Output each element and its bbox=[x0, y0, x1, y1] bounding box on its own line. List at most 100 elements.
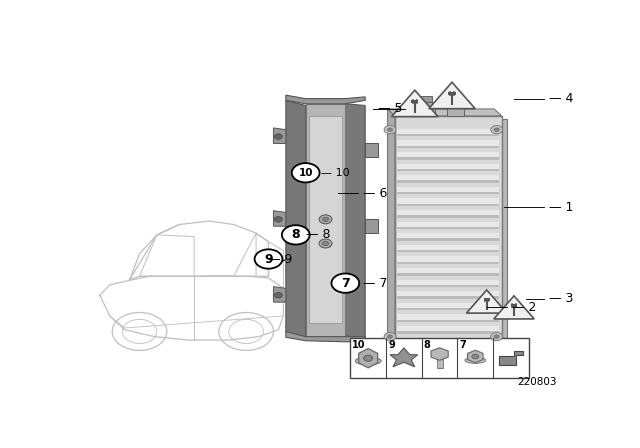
Text: — 3: — 3 bbox=[548, 292, 573, 305]
Bar bbox=[511, 304, 517, 307]
Bar bbox=[397, 169, 499, 171]
Polygon shape bbox=[346, 104, 365, 338]
Bar bbox=[397, 296, 499, 299]
Polygon shape bbox=[467, 290, 507, 313]
Bar bbox=[397, 233, 499, 239]
Bar bbox=[397, 291, 499, 297]
Polygon shape bbox=[273, 211, 286, 226]
Bar bbox=[397, 164, 499, 169]
Text: 8: 8 bbox=[424, 340, 431, 350]
Bar bbox=[397, 319, 499, 322]
Bar bbox=[397, 285, 499, 287]
Bar bbox=[436, 356, 443, 368]
Bar bbox=[397, 129, 499, 134]
Bar bbox=[397, 326, 499, 332]
Text: — 4: — 4 bbox=[548, 92, 573, 105]
Bar bbox=[397, 273, 499, 276]
Polygon shape bbox=[388, 109, 395, 340]
Bar bbox=[397, 303, 499, 308]
Bar bbox=[397, 187, 499, 192]
Text: — 2: — 2 bbox=[511, 301, 536, 314]
Bar bbox=[350, 338, 529, 378]
Circle shape bbox=[384, 125, 396, 134]
Bar bbox=[397, 134, 499, 137]
Bar bbox=[397, 210, 499, 215]
Circle shape bbox=[388, 335, 392, 338]
Circle shape bbox=[319, 215, 332, 224]
Circle shape bbox=[323, 241, 328, 246]
Bar bbox=[397, 238, 499, 241]
Polygon shape bbox=[494, 296, 534, 319]
Circle shape bbox=[384, 332, 396, 341]
Circle shape bbox=[332, 273, 359, 293]
Bar bbox=[420, 96, 432, 102]
Text: — 6: — 6 bbox=[363, 187, 387, 200]
Polygon shape bbox=[468, 350, 483, 363]
Bar bbox=[397, 192, 499, 194]
Polygon shape bbox=[365, 220, 378, 233]
Polygon shape bbox=[429, 82, 475, 109]
Polygon shape bbox=[273, 287, 286, 302]
Polygon shape bbox=[499, 351, 524, 365]
Circle shape bbox=[275, 293, 282, 298]
Bar bbox=[397, 140, 499, 146]
Circle shape bbox=[494, 335, 499, 338]
Text: 9: 9 bbox=[264, 253, 273, 266]
Circle shape bbox=[491, 332, 502, 341]
Bar bbox=[397, 157, 499, 159]
Text: — 1: — 1 bbox=[548, 201, 573, 214]
Bar bbox=[397, 146, 499, 148]
Bar bbox=[397, 198, 499, 204]
Polygon shape bbox=[388, 109, 502, 116]
Bar bbox=[397, 250, 499, 252]
Bar bbox=[397, 222, 499, 227]
Text: 10: 10 bbox=[352, 340, 366, 350]
Bar bbox=[397, 280, 499, 285]
Bar bbox=[397, 245, 499, 250]
Circle shape bbox=[275, 216, 282, 222]
Circle shape bbox=[292, 163, 319, 182]
Bar bbox=[448, 91, 456, 95]
Text: 10: 10 bbox=[298, 168, 313, 178]
Text: — 8: — 8 bbox=[306, 228, 330, 241]
Text: — 5: — 5 bbox=[378, 103, 402, 116]
Bar bbox=[397, 215, 499, 218]
Bar bbox=[417, 102, 435, 116]
Polygon shape bbox=[306, 104, 346, 338]
Bar bbox=[397, 308, 499, 310]
Circle shape bbox=[491, 125, 502, 134]
Bar bbox=[397, 256, 499, 262]
Circle shape bbox=[364, 355, 372, 361]
Circle shape bbox=[472, 354, 479, 359]
Text: — 7: — 7 bbox=[363, 277, 387, 290]
Polygon shape bbox=[365, 143, 378, 157]
Bar bbox=[397, 152, 499, 158]
Ellipse shape bbox=[465, 357, 486, 363]
Bar bbox=[397, 175, 499, 181]
Bar bbox=[395, 116, 502, 340]
Circle shape bbox=[255, 250, 282, 269]
Polygon shape bbox=[390, 348, 418, 367]
Polygon shape bbox=[309, 116, 342, 323]
Circle shape bbox=[319, 239, 332, 248]
Bar bbox=[397, 203, 499, 206]
Text: 8: 8 bbox=[291, 228, 300, 241]
Polygon shape bbox=[359, 349, 378, 368]
Polygon shape bbox=[273, 128, 286, 143]
Bar bbox=[397, 314, 499, 320]
Circle shape bbox=[494, 128, 499, 131]
Polygon shape bbox=[392, 90, 438, 116]
Circle shape bbox=[323, 217, 328, 221]
Text: 9: 9 bbox=[388, 340, 395, 350]
Bar bbox=[449, 96, 462, 102]
Text: 7: 7 bbox=[460, 340, 466, 350]
Circle shape bbox=[388, 128, 392, 131]
Bar bbox=[411, 99, 419, 103]
Text: — 10: — 10 bbox=[321, 168, 349, 178]
Bar bbox=[483, 298, 490, 301]
Bar bbox=[447, 102, 465, 116]
Bar bbox=[397, 227, 499, 229]
Circle shape bbox=[282, 225, 310, 245]
Ellipse shape bbox=[355, 357, 381, 365]
Circle shape bbox=[275, 134, 282, 139]
